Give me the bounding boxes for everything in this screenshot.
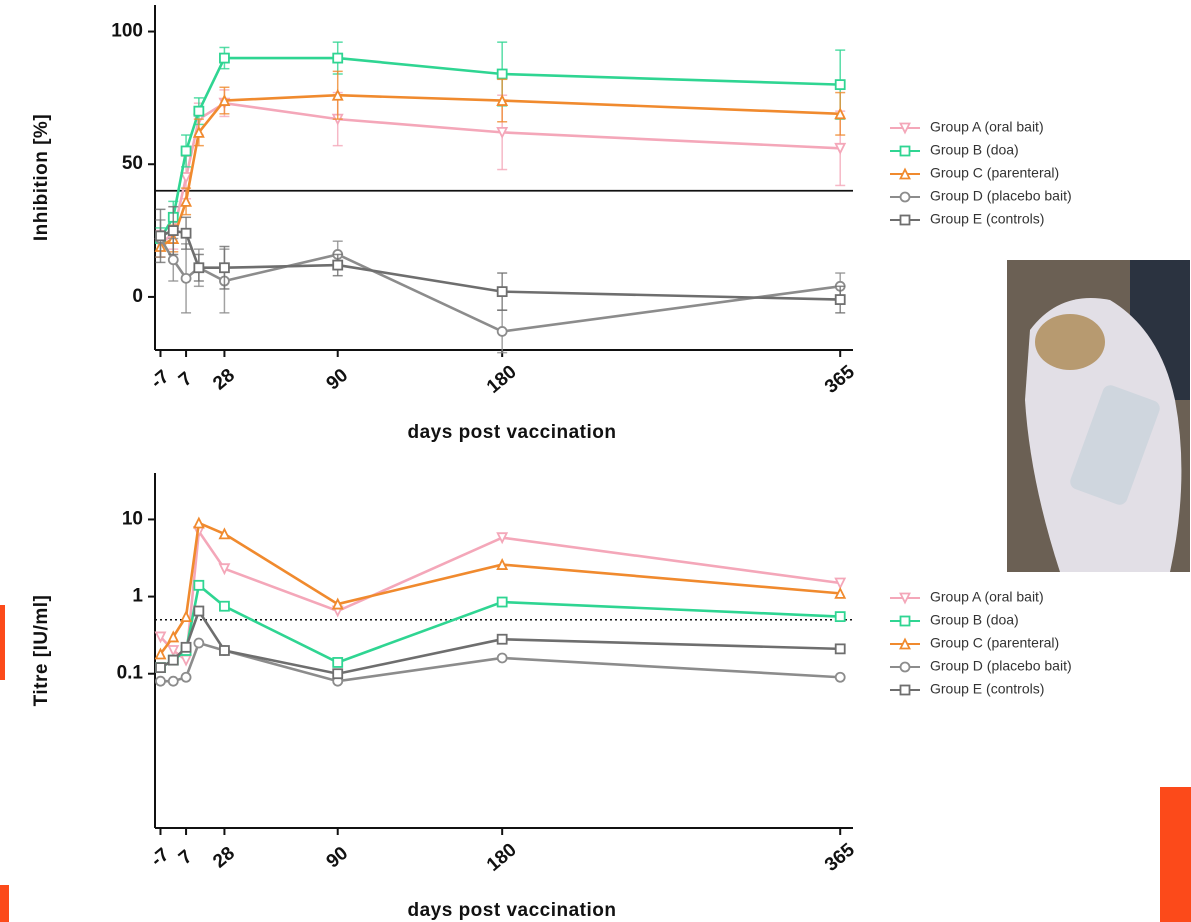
- legend-label: Group C (parenteral): [930, 165, 1059, 181]
- deco-bar: [0, 885, 9, 922]
- marker: [498, 70, 507, 79]
- marker: [836, 80, 845, 89]
- y-tick-label: 1: [132, 586, 143, 607]
- legend-label: Group E (controls): [930, 211, 1044, 227]
- marker: [169, 656, 178, 665]
- marker: [836, 295, 845, 304]
- marker: [194, 107, 203, 116]
- x-axis-title: days post vaccination: [407, 900, 616, 921]
- bait: [1035, 314, 1105, 370]
- marker: [182, 146, 191, 155]
- marker: [333, 669, 342, 678]
- marker: [498, 287, 507, 296]
- marker: [498, 598, 507, 607]
- marker: [333, 261, 342, 270]
- marker: [182, 673, 191, 682]
- legend-marker: [901, 216, 910, 225]
- deco-bar: [1160, 787, 1191, 922]
- marker: [156, 663, 165, 672]
- marker: [836, 612, 845, 621]
- legend-label: Group B (doa): [930, 142, 1019, 158]
- marker: [220, 646, 229, 655]
- marker: [194, 581, 203, 590]
- y-tick-label: 50: [122, 153, 143, 174]
- y-axis-title: Inhibition [%]: [31, 114, 52, 241]
- marker: [182, 643, 191, 652]
- marker: [220, 54, 229, 63]
- legend-marker: [901, 617, 910, 626]
- legend-marker: [901, 147, 910, 156]
- y-axis-title: Titre [IU/ml]: [31, 595, 52, 707]
- y-tick-label: 0: [132, 286, 143, 307]
- deco-bar: [0, 605, 5, 680]
- marker: [194, 263, 203, 272]
- legend-label: Group A (oral bait): [930, 589, 1044, 605]
- legend-label: Group C (parenteral): [930, 635, 1059, 651]
- marker: [156, 677, 165, 686]
- marker: [182, 274, 191, 283]
- legend-marker: [901, 686, 910, 695]
- marker: [169, 677, 178, 686]
- marker: [169, 255, 178, 264]
- marker: [194, 607, 203, 616]
- marker: [498, 653, 507, 662]
- marker: [169, 226, 178, 235]
- legend-marker: [901, 663, 910, 672]
- x-axis-title: days post vaccination: [407, 422, 616, 443]
- y-tick-label: 10: [122, 508, 143, 529]
- legend-label: Group B (doa): [930, 612, 1019, 628]
- marker: [220, 263, 229, 272]
- marker: [220, 602, 229, 611]
- y-tick-label: 100: [111, 21, 143, 42]
- legend-label: Group D (placebo bait): [930, 658, 1072, 674]
- y-tick-label: 0.1: [117, 663, 144, 684]
- legend-label: Group A (oral bait): [930, 119, 1044, 135]
- legend-marker: [901, 193, 910, 202]
- marker: [156, 231, 165, 240]
- legend-label: Group D (placebo bait): [930, 188, 1072, 204]
- marker: [333, 54, 342, 63]
- marker: [194, 639, 203, 648]
- marker: [182, 229, 191, 238]
- marker: [836, 644, 845, 653]
- legend-label: Group E (controls): [930, 681, 1044, 697]
- marker: [498, 635, 507, 644]
- marker: [333, 658, 342, 667]
- marker: [498, 327, 507, 336]
- marker: [836, 673, 845, 682]
- photo: [1007, 260, 1190, 572]
- page: 050100-772890180365days post vaccination…: [0, 0, 1191, 922]
